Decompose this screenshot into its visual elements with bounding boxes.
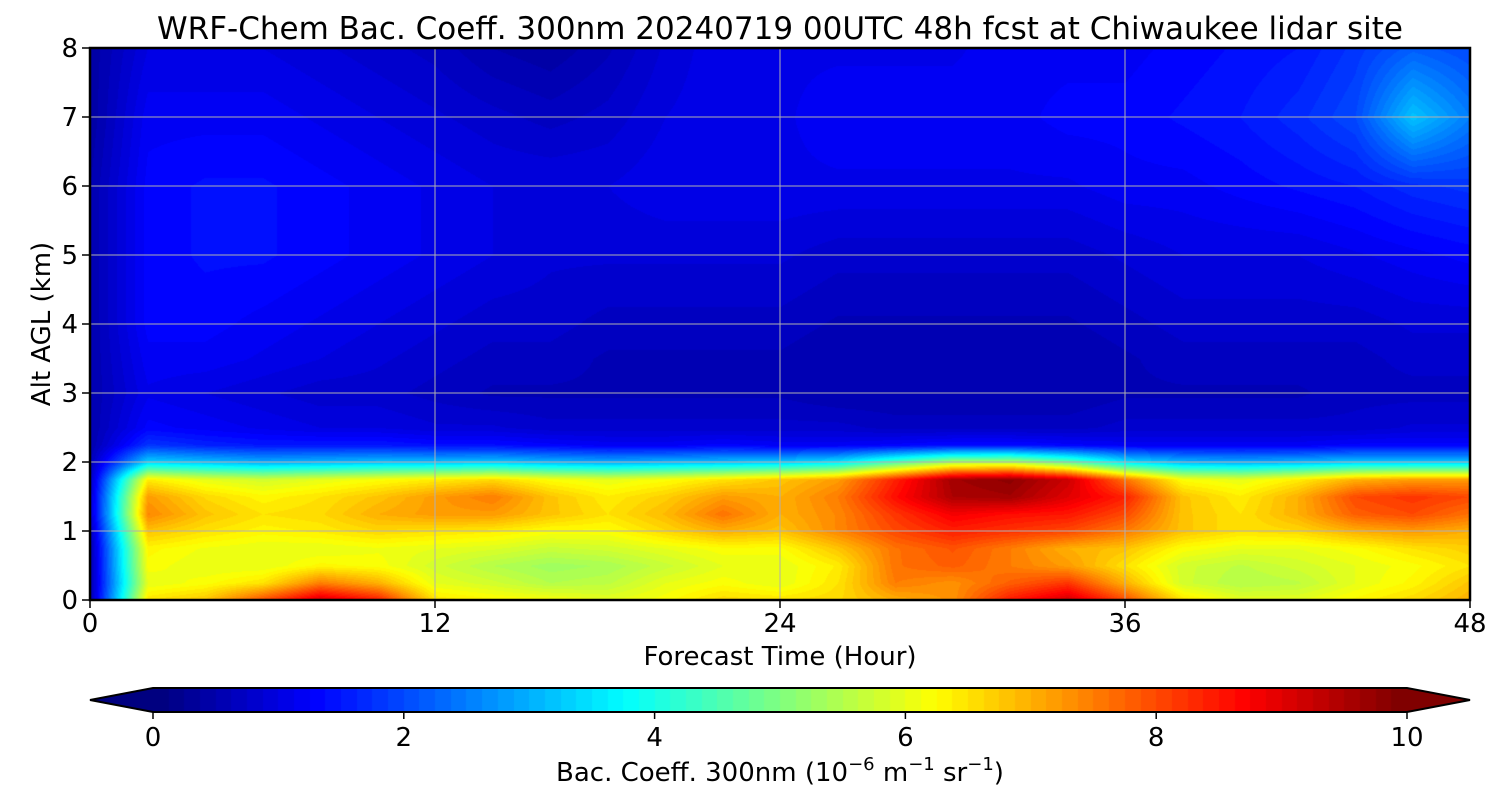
x-tick-label: 12	[418, 609, 451, 639]
y-axis-label: Alt AGL (km)	[27, 242, 57, 406]
x-tick-label: 0	[82, 609, 99, 639]
y-tick-label: 7	[61, 103, 78, 133]
colorbar-tick-label: 0	[145, 723, 162, 753]
gridlines	[90, 48, 1470, 600]
y-tick-label: 5	[61, 241, 78, 271]
y-tick-label: 4	[61, 310, 78, 340]
chart-title: WRF-Chem Bac. Coeff. 300nm 20240719 00UT…	[157, 11, 1403, 47]
x-tick-label: 48	[1453, 609, 1486, 639]
colorbar-ticks: 0 2 4 6 8 10	[145, 712, 1424, 753]
colorbar-extend-low	[90, 688, 153, 712]
colorbar-canvas	[153, 688, 1407, 712]
y-tick-label: 2	[61, 448, 78, 478]
colorbar-label: Bac. Coeff. 300nm (10−6 m−1 sr−1)	[556, 754, 1004, 788]
y-tick-label: 1	[61, 517, 78, 547]
x-tick-label: 36	[1108, 609, 1141, 639]
y-tick-label: 3	[61, 379, 78, 409]
colorbar-tick-label: 10	[1390, 723, 1423, 753]
colorbar: 0 2 4 6 8 10 Bac. Coeff. 300nm (10−6 m−1 sr−1…	[89, 687, 1471, 788]
colorbar-tick-label: 2	[396, 723, 413, 753]
y-axis-ticks: 0 1 2 3 4 5 6 7 8	[61, 34, 90, 616]
colorbar-tick-label: 6	[897, 723, 914, 753]
colorbar-tick-label: 4	[646, 723, 663, 753]
x-axis-label: Forecast Time (Hour)	[643, 642, 916, 672]
colorbar-tick-label: 8	[1148, 723, 1165, 753]
x-axis-ticks: 0 12 24 36 48	[82, 600, 1487, 639]
y-tick-label: 8	[61, 34, 78, 64]
y-tick-label: 0	[61, 586, 78, 616]
y-tick-label: 6	[61, 172, 78, 202]
x-tick-label: 24	[763, 609, 796, 639]
colorbar-extend-high	[1407, 688, 1470, 712]
